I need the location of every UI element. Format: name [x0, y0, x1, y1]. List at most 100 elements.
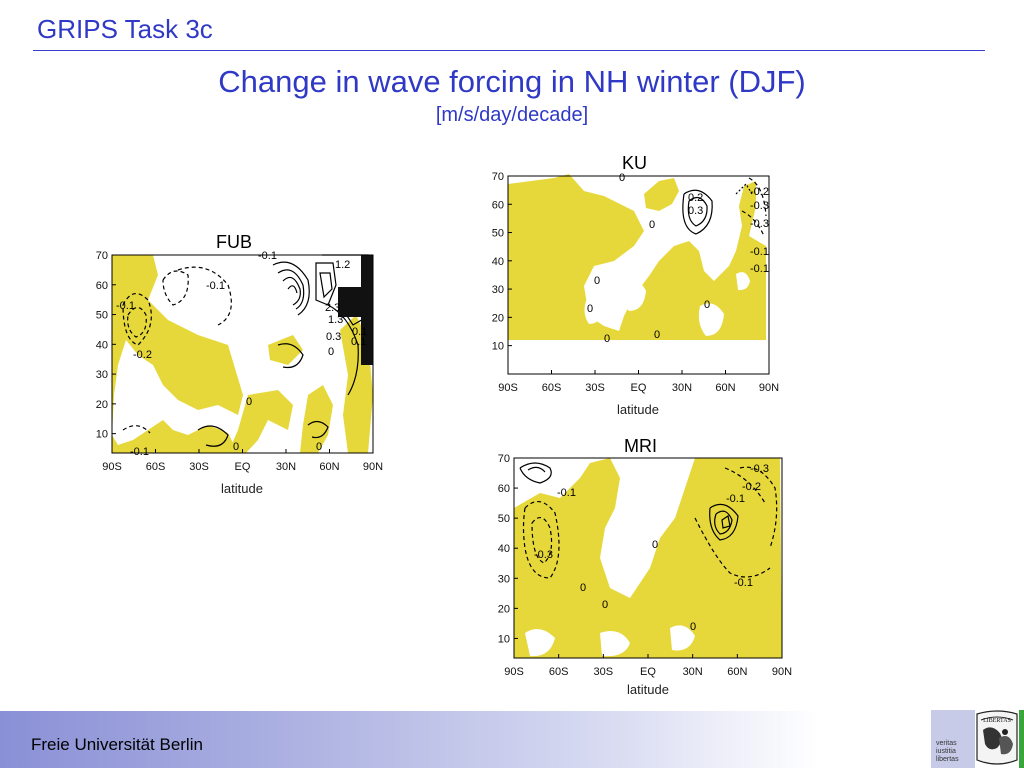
- contour-label: -0.1: [130, 446, 149, 458]
- contour-plot-mri: -0.1 -0.3 0 0 0 -0.3 -0.2 -0.1 -0.1 0 70…: [498, 453, 792, 697]
- contour-label: 0: [587, 303, 593, 315]
- contour-label: 2.3: [325, 302, 340, 314]
- x-axis-label: latitude: [221, 481, 263, 495]
- x-tick-label: 30N: [276, 461, 296, 473]
- y-tick-label: 70: [96, 250, 108, 262]
- x-tick-label: 30N: [672, 382, 692, 394]
- seal-icon: LIBERTAS: [975, 710, 1024, 768]
- x-tick-label: 60N: [727, 666, 747, 678]
- x-tick-label: 90S: [504, 666, 524, 678]
- y-tick-label: 20: [498, 603, 510, 615]
- x-tick-label: 30N: [683, 666, 703, 678]
- x-tick-label: 30S: [594, 666, 614, 678]
- y-tick-label: 20: [492, 312, 504, 324]
- contour-label: -0.1: [116, 300, 135, 312]
- contour-label: -0.2: [750, 186, 769, 198]
- x-tick-label: 60S: [542, 382, 562, 394]
- y-axis-ticks: 70 60 50 40 30 20 10: [492, 171, 512, 353]
- contour-label: 0: [246, 396, 252, 408]
- contour-label: -0.1: [734, 577, 753, 589]
- seal-text: LIBERTAS: [983, 718, 1011, 724]
- footer-bar: [0, 711, 1024, 768]
- logo-motto-line: veritas: [936, 740, 957, 747]
- contour-label: -0.3: [750, 200, 769, 212]
- contour-label: -0.3: [750, 463, 769, 475]
- contour-plot-ku: 0.2 0.3 0 0 0 0 0 0 -0.2 -0.3 -0.3 -0.1 …: [492, 171, 779, 417]
- units-subtitle: [m/s/day/decade]: [435, 104, 589, 126]
- y-tick-label: 30: [492, 284, 504, 296]
- x-tick-label: 30S: [585, 382, 605, 394]
- x-tick-label: 90N: [759, 382, 779, 394]
- contour-label: 0.3: [326, 331, 341, 343]
- contour-label: -0.2: [742, 481, 761, 493]
- negative-areas: [584, 272, 750, 336]
- x-tick-label: 30S: [189, 461, 209, 473]
- y-tick-label: 40: [498, 543, 510, 555]
- x-axis-ticks: 90S 60S 30S EQ 30N 60N 90N: [498, 370, 779, 394]
- negative-areas: [514, 458, 695, 657]
- x-tick-label: 90S: [498, 382, 518, 394]
- x-tick-label: EQ: [235, 461, 251, 473]
- y-axis-ticks: 70 60 50 40 30 20 10: [498, 453, 518, 645]
- y-tick-label: 60: [498, 483, 510, 495]
- logo-motto-line: iustitia: [936, 748, 956, 755]
- contour-label: 0: [604, 333, 610, 345]
- panel-label-fub: FUB: [216, 232, 252, 252]
- contour-label: 1.2: [335, 259, 350, 271]
- positive-shading: [508, 174, 766, 340]
- y-axis-ticks: 70 60 50 40 30 20 10: [96, 250, 116, 441]
- x-tick-label: 60S: [146, 461, 166, 473]
- contour-label: 1.3: [328, 314, 343, 326]
- contour-label: 0: [594, 275, 600, 287]
- x-axis-label: latitude: [627, 682, 669, 697]
- contour-label: -0.1: [258, 250, 277, 262]
- contour-label: 0: [652, 539, 658, 551]
- contour-labels: -0.1 -0.1 -0.1 -0.2 -0.1 0 0 0 0 0.1 1.2…: [116, 250, 367, 458]
- x-tick-label: 90N: [772, 666, 792, 678]
- logo-motto-line: libertas: [936, 756, 959, 763]
- x-tick-label: EQ: [631, 382, 647, 394]
- y-tick-label: 30: [96, 369, 108, 381]
- contour-label: 0: [704, 299, 710, 311]
- contour-label: 0: [580, 582, 586, 594]
- contour-label: 0: [316, 441, 322, 453]
- x-tick-label: 60N: [715, 382, 735, 394]
- contour-label: 0: [654, 329, 660, 341]
- contour-label: 0.1: [352, 326, 367, 338]
- y-tick-label: 20: [96, 399, 108, 411]
- contour-label: 0: [619, 172, 625, 184]
- x-tick-label: 60S: [549, 666, 569, 678]
- y-tick-label: 60: [492, 199, 504, 211]
- contour-label: 0.2: [688, 192, 703, 204]
- y-tick-label: 40: [492, 256, 504, 268]
- y-tick-label: 10: [498, 633, 510, 645]
- header-title: GRIPS Task 3c: [37, 14, 213, 44]
- y-tick-label: 50: [96, 310, 108, 322]
- contour-plot-fub: -0.1 -0.1 -0.1 -0.2 -0.1 0 0 0 0 0.1 1.2…: [96, 250, 383, 495]
- high-gradient-region: [338, 255, 373, 365]
- y-tick-label: 50: [498, 513, 510, 525]
- contour-label: -0.1: [206, 280, 225, 292]
- contour-labels: 0.2 0.3 0 0 0 0 0 0 -0.2 -0.3 -0.3 -0.1 …: [587, 172, 769, 345]
- contour-label: -0.1: [557, 487, 576, 499]
- footer-university-name: Freie Universität Berlin: [31, 735, 203, 754]
- contour-label: -0.3: [534, 549, 553, 561]
- contour-label: 0: [328, 346, 334, 358]
- contour-label: -0.2: [133, 349, 152, 361]
- contour-lines: [519, 462, 778, 579]
- contour-lines: [682, 177, 767, 237]
- y-tick-label: 10: [492, 341, 504, 353]
- contour-label: 0: [602, 599, 608, 611]
- x-tick-label: 60N: [319, 461, 339, 473]
- panel-label-ku: KU: [622, 153, 648, 173]
- y-tick-label: 30: [498, 573, 510, 585]
- header-divider: [33, 50, 985, 51]
- contour-label: 0.1: [351, 336, 366, 348]
- x-tick-label: 90S: [102, 461, 122, 473]
- page-title: Change in wave forcing in NH winter (DJF…: [218, 64, 806, 99]
- contour-label: 0.3: [688, 205, 703, 217]
- contour-label: 0: [690, 621, 696, 633]
- contour-label: -0.1: [750, 246, 769, 258]
- contour-label: -0.3: [750, 218, 769, 230]
- contour-label: -0.1: [726, 493, 745, 505]
